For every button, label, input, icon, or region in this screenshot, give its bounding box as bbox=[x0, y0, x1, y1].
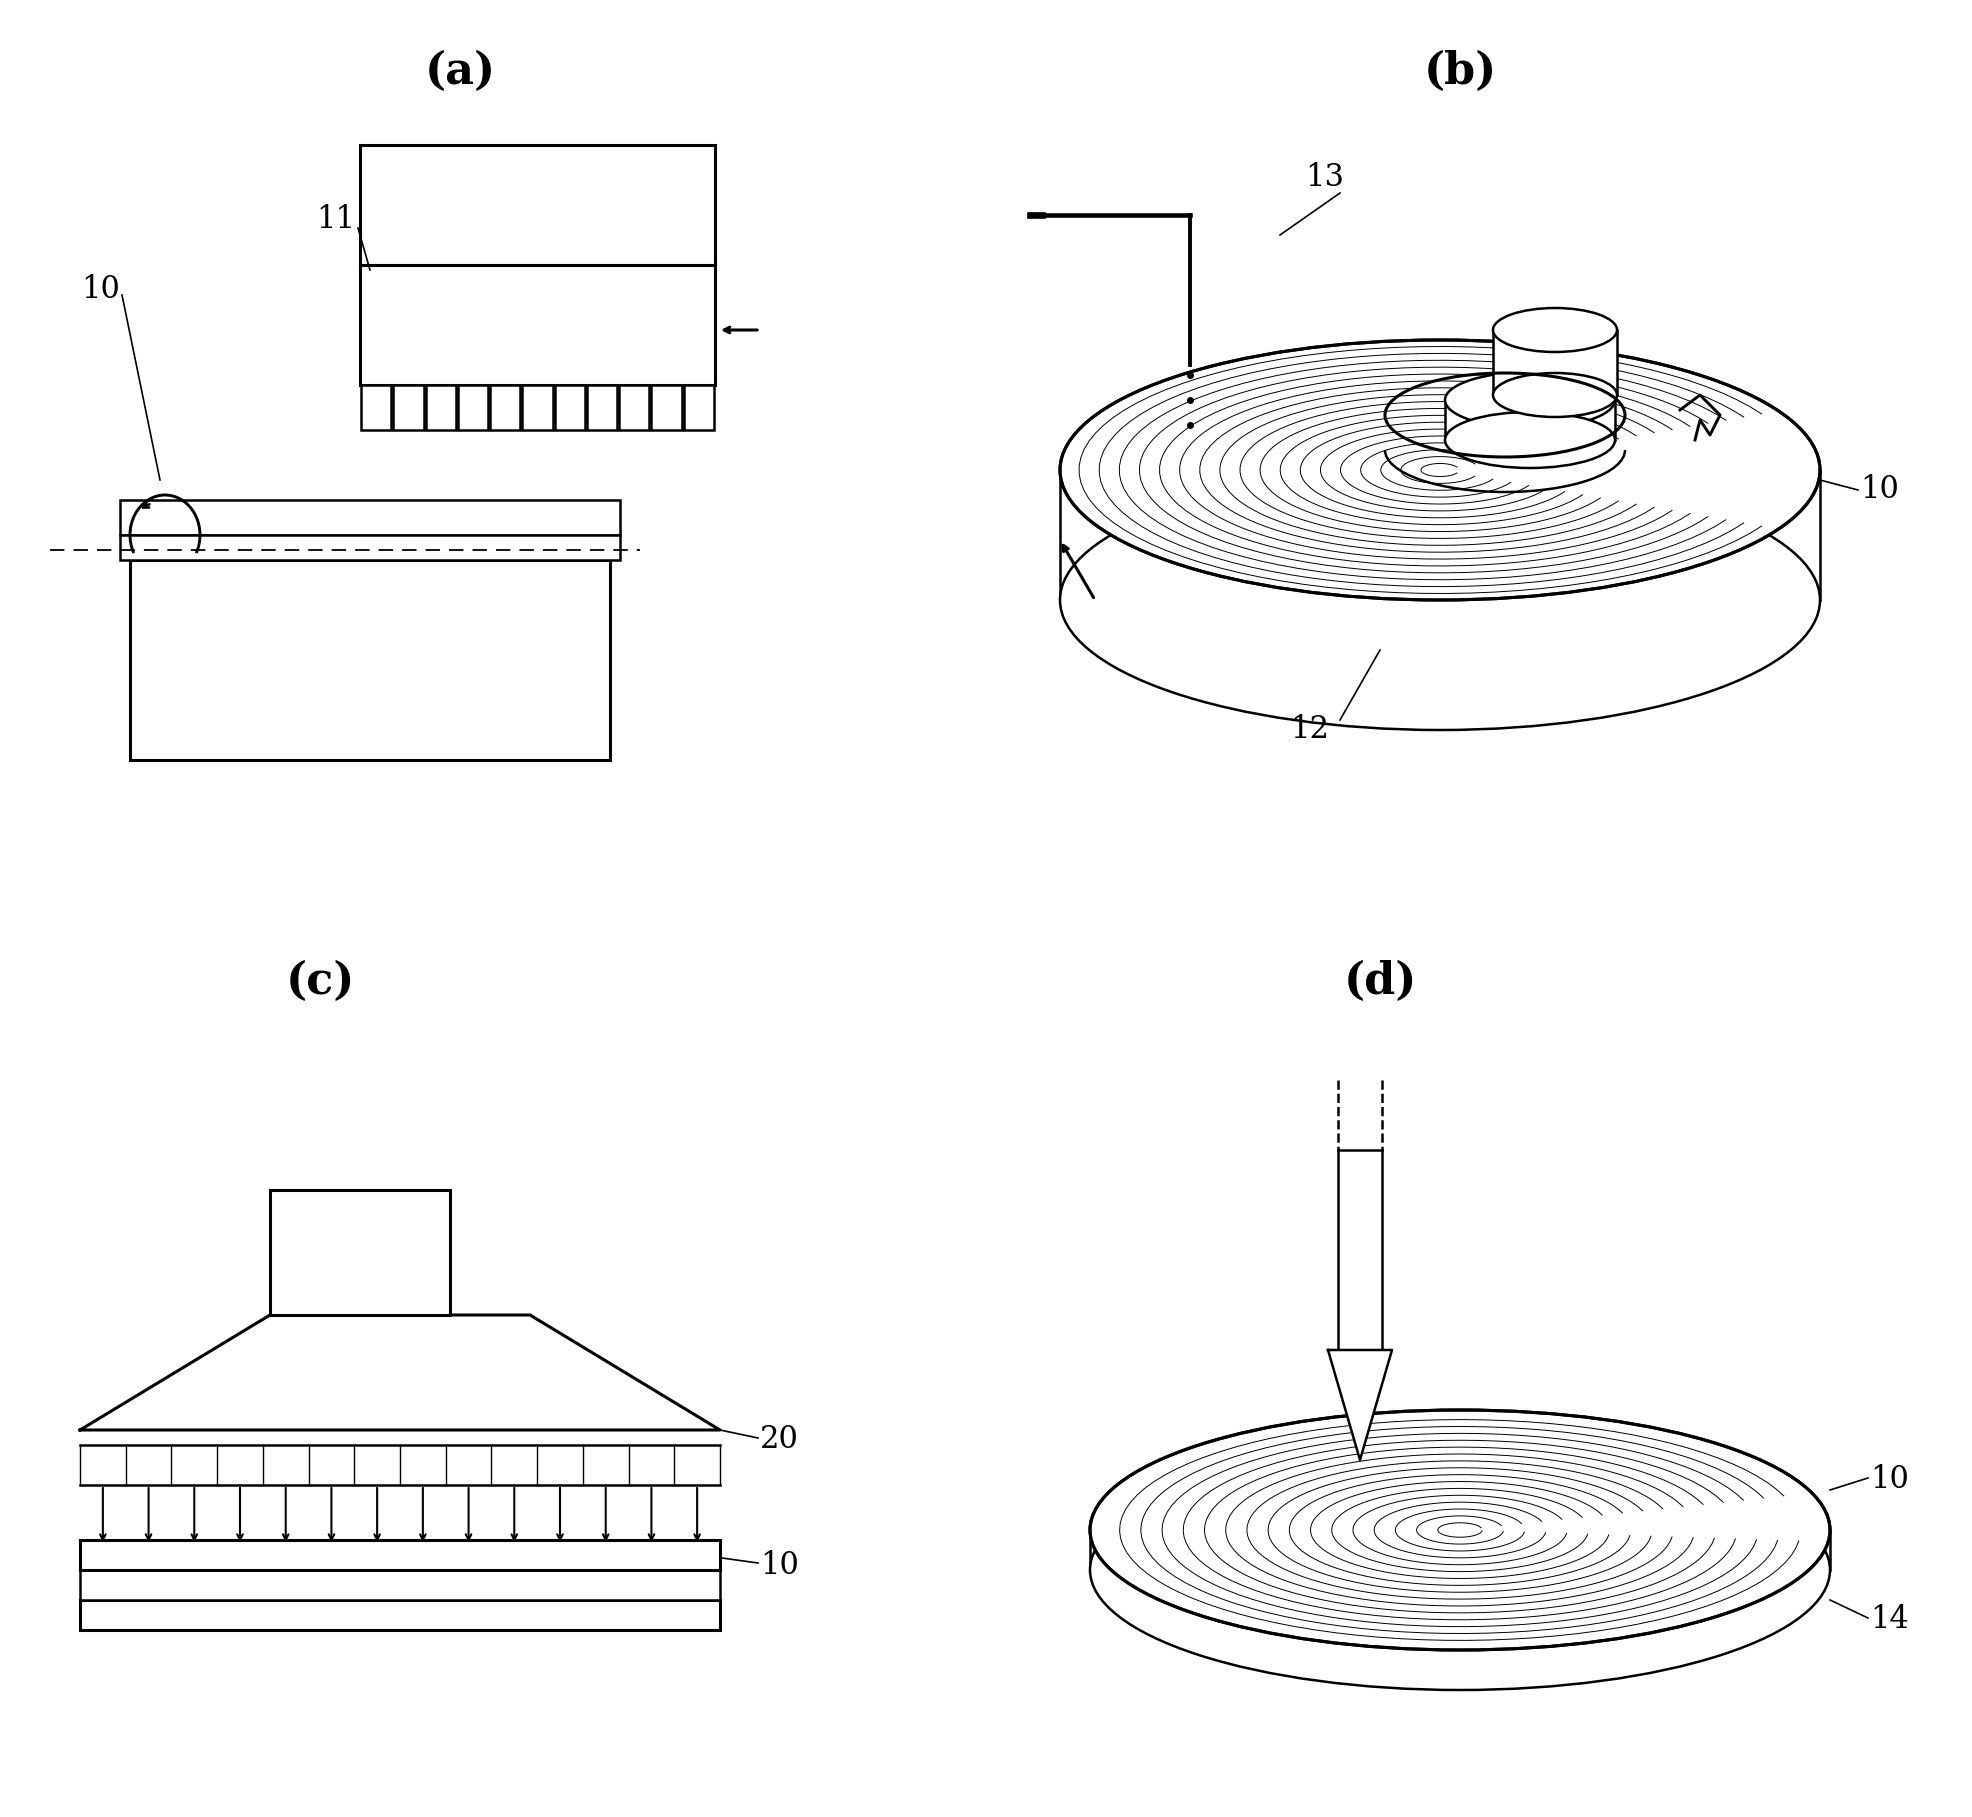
Bar bbox=[120, 500, 619, 534]
Text: 10: 10 bbox=[81, 274, 120, 305]
Bar bbox=[81, 1570, 720, 1601]
Ellipse shape bbox=[1061, 471, 1820, 730]
Ellipse shape bbox=[1091, 1450, 1830, 1690]
Bar bbox=[1445, 400, 1615, 440]
Bar bbox=[1493, 331, 1617, 394]
Ellipse shape bbox=[1493, 309, 1617, 352]
Text: (a): (a) bbox=[424, 51, 495, 93]
Text: (d): (d) bbox=[1343, 959, 1416, 1003]
Bar bbox=[426, 385, 456, 431]
Bar bbox=[361, 265, 716, 385]
Bar bbox=[619, 385, 649, 431]
Bar bbox=[361, 385, 390, 431]
Text: (c): (c) bbox=[286, 959, 355, 1003]
Bar bbox=[554, 385, 586, 431]
Bar bbox=[491, 385, 521, 431]
Bar bbox=[270, 1190, 450, 1316]
Bar bbox=[523, 385, 552, 431]
Bar bbox=[392, 385, 424, 431]
Text: 14: 14 bbox=[1869, 1604, 1909, 1635]
Polygon shape bbox=[1327, 1350, 1392, 1461]
Text: 11: 11 bbox=[316, 205, 355, 236]
Bar bbox=[1061, 471, 1820, 600]
Polygon shape bbox=[81, 1316, 720, 1430]
Text: 20: 20 bbox=[759, 1425, 799, 1455]
Text: 10: 10 bbox=[759, 1550, 799, 1581]
Ellipse shape bbox=[1061, 340, 1820, 600]
Bar bbox=[684, 385, 714, 431]
Bar bbox=[120, 534, 619, 560]
Bar bbox=[361, 145, 716, 265]
Text: 10: 10 bbox=[1860, 474, 1899, 505]
Bar bbox=[651, 385, 682, 431]
Bar bbox=[588, 385, 617, 431]
Bar bbox=[1091, 1530, 1830, 1570]
Bar bbox=[81, 1601, 720, 1630]
Ellipse shape bbox=[1445, 372, 1615, 429]
Bar bbox=[458, 385, 489, 431]
Text: 13: 13 bbox=[1305, 162, 1345, 193]
Text: (b): (b) bbox=[1424, 51, 1497, 93]
Text: 12: 12 bbox=[1290, 714, 1329, 745]
Bar bbox=[81, 1541, 720, 1570]
Ellipse shape bbox=[1091, 1410, 1830, 1650]
Text: 10: 10 bbox=[1869, 1465, 1909, 1495]
Ellipse shape bbox=[1445, 412, 1615, 469]
Ellipse shape bbox=[1493, 372, 1617, 416]
Bar bbox=[130, 560, 609, 760]
